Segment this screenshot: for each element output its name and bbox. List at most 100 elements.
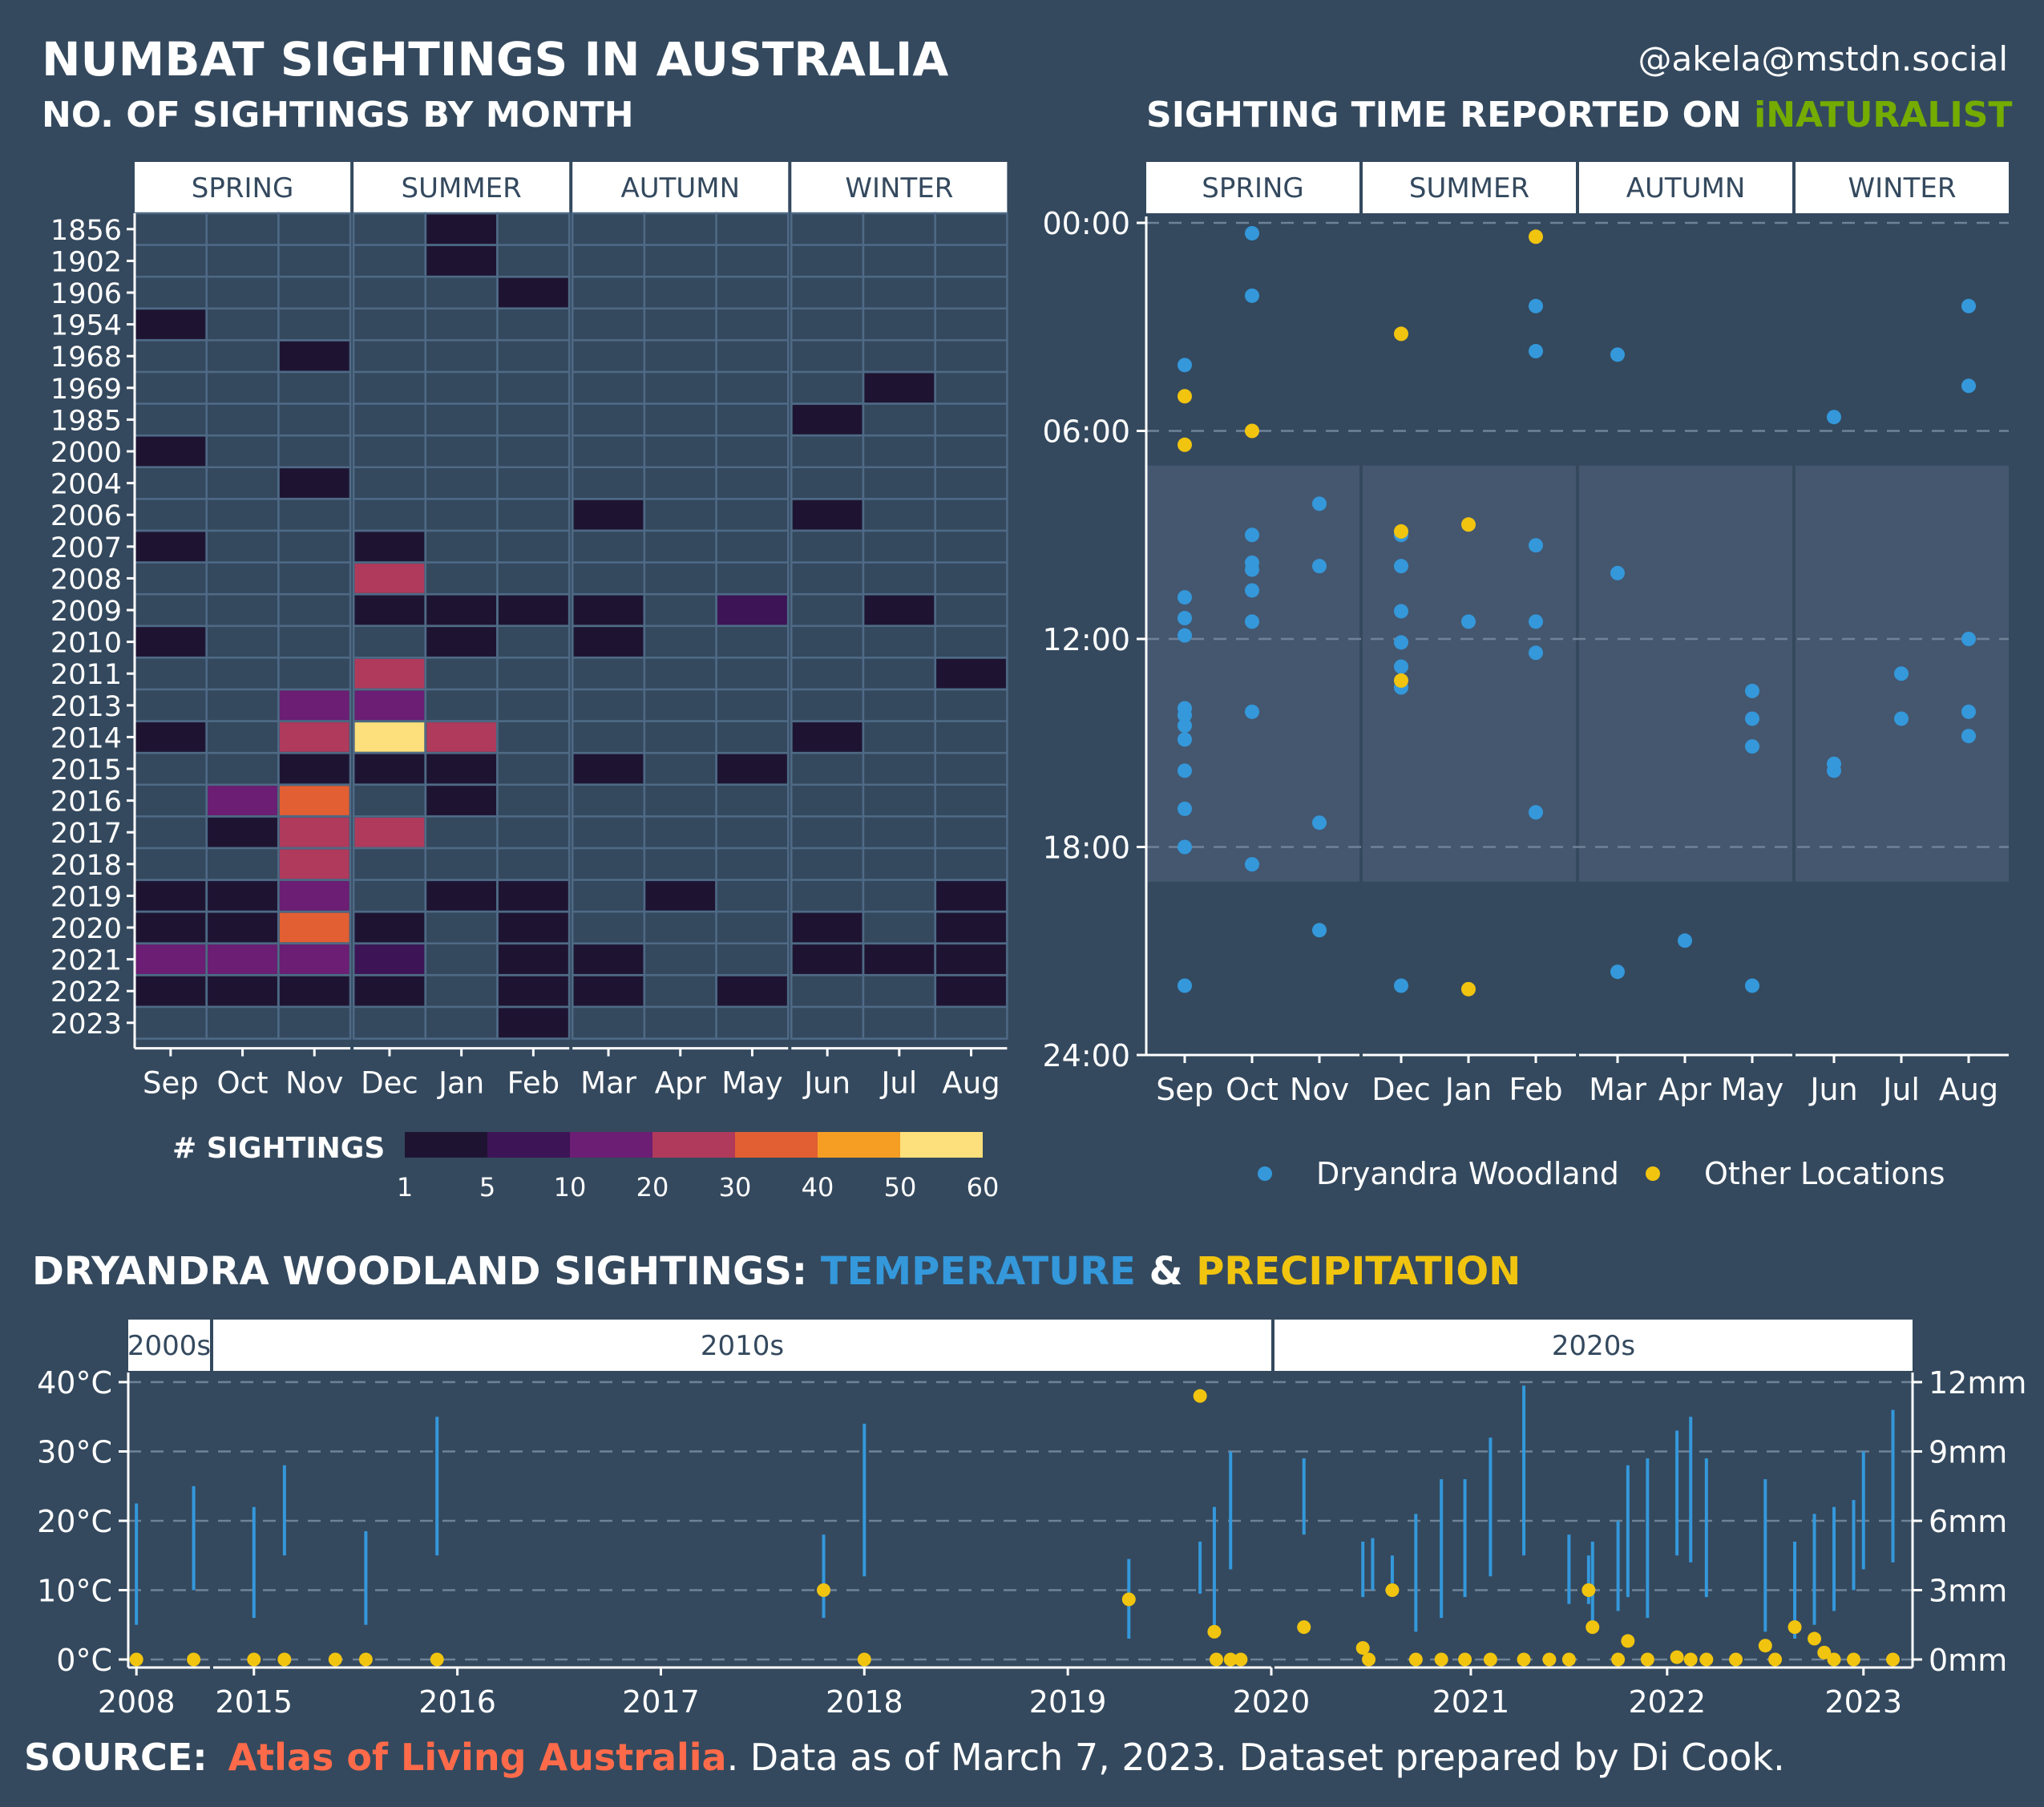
heatmap-empty-cell [790, 592, 865, 628]
scatter-legend-label: Other Locations [1704, 1156, 1945, 1191]
dryandra-point [1610, 964, 1625, 980]
precipitation-point [1768, 1652, 1783, 1667]
heatmap-empty-cell [715, 625, 790, 659]
heatmap-cell [354, 976, 425, 1006]
heatmap-empty-cell [934, 815, 1008, 850]
precipitation-point [1670, 1650, 1684, 1664]
heatmap-empty-cell [277, 498, 352, 532]
precipitation-point [1355, 1641, 1370, 1655]
heatmap-empty-cell [424, 561, 499, 596]
dryandra-point [1529, 614, 1543, 629]
heatmap-cell [573, 944, 644, 974]
dryandra-point [1394, 635, 1408, 650]
heatmap-year-label: 2016 [50, 786, 122, 819]
scatter-month-label: May [1721, 1072, 1784, 1107]
heatmap-empty-cell [715, 370, 790, 405]
heatmap-empty-cell [424, 402, 499, 437]
decade-strip [1274, 1320, 1913, 1371]
heatmap-empty-cell [277, 434, 352, 469]
heatmap-empty-cell [643, 244, 717, 278]
heatmap-year-label: 2015 [50, 754, 122, 786]
temp-y-label: 10°C [37, 1574, 112, 1609]
heatmap-empty-cell [862, 720, 936, 754]
heatmap-empty-cell [277, 275, 352, 310]
heatmap-empty-cell [934, 529, 1008, 564]
heatmap-empty-cell [862, 307, 936, 342]
heatmap-empty-cell [571, 370, 646, 405]
weather-title-precipitation: PRECIPITATION [1196, 1249, 1521, 1294]
heatmap-empty-cell [133, 466, 208, 500]
heatmap-empty-cell [934, 244, 1008, 278]
heatmap-empty-cell [715, 688, 790, 722]
heatmap-empty-cell [862, 244, 936, 278]
precipitation-point [358, 1652, 373, 1667]
heatmap-empty-cell [934, 434, 1008, 469]
precipitation-point [129, 1652, 143, 1667]
heatmap-empty-cell [352, 847, 427, 881]
heatmap-empty-cell [496, 720, 571, 754]
heatmap-empty-cell [571, 910, 646, 945]
scatter-y-label: 18:00 [1042, 831, 1130, 866]
heatmap-empty-cell [643, 815, 717, 850]
heatmap-empty-cell [643, 974, 717, 1009]
heatmap-cell [135, 309, 206, 339]
heatmap-empty-cell [277, 212, 352, 246]
heatmap-empty-cell [496, 847, 571, 881]
heatmap-empty-cell [862, 434, 936, 469]
other-location-point [1394, 524, 1408, 539]
precipitation-point [1683, 1652, 1698, 1667]
heatmap-empty-cell [277, 402, 352, 437]
heatmap-cell [279, 881, 349, 911]
heatmap-cell [354, 658, 425, 689]
heatmap-empty-cell [496, 402, 571, 437]
source-link[interactable]: Atlas of Living Australia [228, 1736, 727, 1779]
heatmap-cell [426, 722, 496, 752]
scatter-legend: Dryandra Woodland Other Locations [1258, 1156, 1945, 1191]
heatmap-empty-cell [205, 434, 280, 469]
precipitation-point [1847, 1652, 1861, 1667]
heatmap-empty-cell [205, 307, 280, 342]
precipitation-point [1193, 1389, 1207, 1403]
heatmap-cell [135, 627, 206, 657]
heatmap-strip-spring [135, 162, 351, 213]
heatmap-cell [792, 722, 862, 752]
heatmap-empty-cell [862, 657, 936, 691]
heatmap-empty-cell [643, 370, 717, 405]
heatmap-cell [354, 564, 425, 593]
heatmap-empty-cell [934, 275, 1008, 310]
scatter-month-label: Jun [1808, 1072, 1857, 1107]
heatmap-year-label: 2006 [50, 500, 122, 532]
heatmap-empty-cell [133, 212, 208, 246]
dryandra-point [1245, 614, 1259, 629]
heatmap-empty-cell [496, 339, 571, 374]
heatmap-cell [936, 944, 1006, 974]
heatmap-empty-cell [643, 529, 717, 564]
dryandra-point [1178, 590, 1192, 605]
precipitation-point [1434, 1652, 1448, 1667]
scatter-strip-winter [1796, 162, 2009, 213]
heatmap-cell [573, 595, 644, 625]
heatmap-empty-cell [496, 244, 571, 278]
dryandra-point [1394, 659, 1408, 674]
heatmap-year-label: 2009 [50, 596, 122, 628]
heatmap-empty-cell [496, 561, 571, 596]
heatmap-month-label: Dec [361, 1066, 418, 1101]
heatmap-empty-cell [571, 1005, 646, 1040]
heatmap-empty-cell [352, 625, 427, 659]
dryandra-point [1961, 632, 1976, 646]
heatmap-empty-cell [643, 910, 717, 945]
dryandra-point [1529, 344, 1543, 359]
heatmap-empty-cell [424, 847, 499, 881]
dryandra-point [1827, 410, 1841, 425]
heatmap-cell [573, 976, 644, 1006]
heatmap-cell [354, 722, 425, 752]
heatmap-empty-cell [133, 847, 208, 881]
temp-y-label: 30°C [37, 1435, 112, 1470]
heatmap-legend-title: # SIGHTINGS [172, 1132, 385, 1165]
heatmap-empty-cell [205, 370, 280, 405]
heatmap-empty-cell [496, 434, 571, 469]
precipitation-point [187, 1652, 201, 1667]
heatmap-empty-cell [424, 910, 499, 945]
heatmap-empty-cell [571, 688, 646, 722]
heatmap-cell [499, 944, 568, 974]
